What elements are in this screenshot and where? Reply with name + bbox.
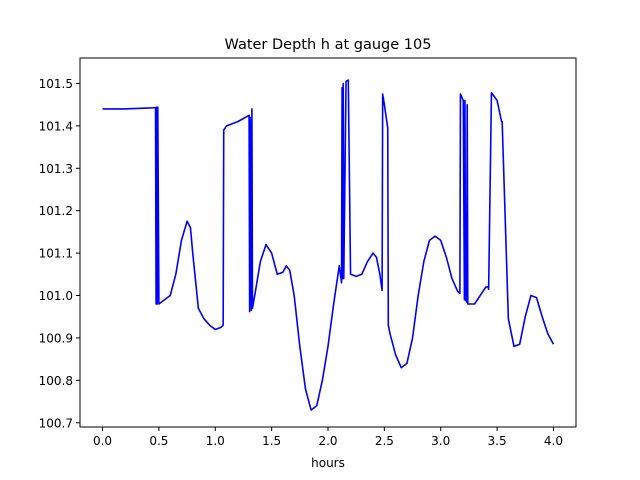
x-tick-label: 0.0 bbox=[93, 434, 112, 448]
y-tick-label: 101.4 bbox=[39, 119, 73, 133]
x-tick-label: 1.0 bbox=[206, 434, 225, 448]
x-axis-ticks: 0.0 0.5 1.0 1.5 2.0 2.5 3.0 3.5 4.0 bbox=[93, 427, 563, 448]
plot-frame bbox=[79, 57, 577, 428]
x-tick-label: 2.5 bbox=[375, 434, 394, 448]
x-tick-label: 4.0 bbox=[544, 434, 563, 448]
series-line bbox=[102, 79, 555, 411]
x-tick-label: 2.0 bbox=[318, 434, 337, 448]
y-tick-label: 101.3 bbox=[39, 162, 73, 176]
x-tick-label: 3.0 bbox=[431, 434, 450, 448]
y-tick-label: 101.1 bbox=[39, 247, 73, 261]
y-tick-label: 101.5 bbox=[39, 77, 73, 91]
x-axis-label: hours bbox=[311, 456, 345, 470]
y-tick-label: 101.2 bbox=[39, 204, 73, 218]
y-tick-label: 101.0 bbox=[39, 289, 73, 303]
chart-title: Water Depth h at gauge 105 bbox=[225, 37, 432, 53]
x-tick-label: 3.5 bbox=[488, 434, 507, 448]
y-tick-label: 100.9 bbox=[39, 331, 73, 345]
y-axis-ticks: 100.7 100.8 100.9 101.0 101.1 101.2 101.3 101.4… bbox=[39, 77, 80, 430]
plot-background bbox=[80, 58, 576, 427]
x-tick-label: 1.5 bbox=[262, 434, 281, 448]
y-tick-label: 100.8 bbox=[39, 374, 73, 388]
x-tick-label: 0.5 bbox=[149, 434, 168, 448]
y-tick-label: 100.7 bbox=[39, 416, 73, 430]
